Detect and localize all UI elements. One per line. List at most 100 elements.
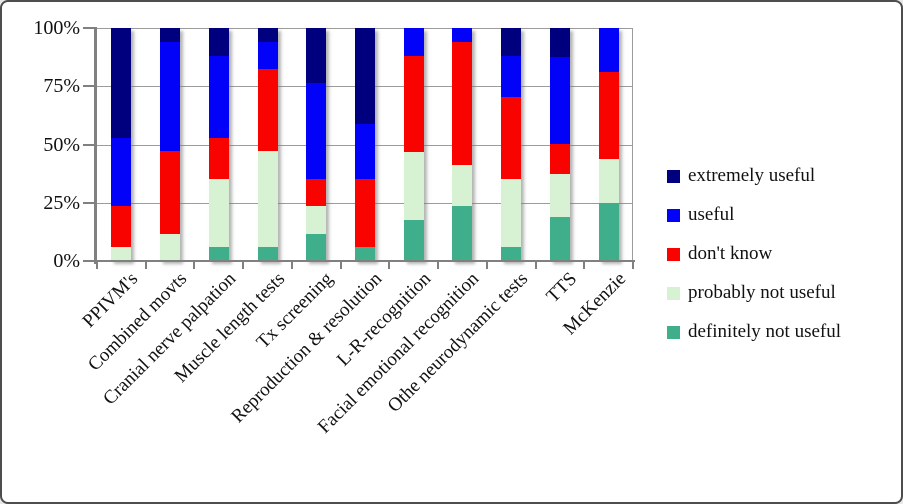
x-axis-tick [339,262,342,269]
x-axis-tick [290,262,293,269]
legend-swatch-dont-know-icon [667,247,680,261]
y-axis-line [94,27,97,264]
y-axis-label-75: 75% [43,75,80,98]
legend-swatch-extremely-useful-icon [667,169,680,183]
bar-segment-probably-not-useful [549,173,570,218]
bar-stack-5 [306,28,327,261]
bar-segment-definitely-not-useful [257,247,278,261]
legend-item-extremely-useful: extremely useful [667,165,815,187]
bar-segment-dont-know [549,144,570,174]
bar-segment-dont-know [208,137,229,179]
x-axis-tick [437,262,440,269]
y-axis-tick-25 [83,201,95,204]
x-axis-tick [388,262,391,269]
y-axis-label-25: 25% [43,191,80,214]
bar-segment-dont-know [355,178,375,248]
bar-segment-definitely-not-useful [549,217,570,261]
legend-item-dont-know: don't know [667,243,772,265]
bar-segment-useful [306,82,327,179]
bar-stack-10 [549,28,570,261]
legend-item-probably-not-useful: probably not useful [667,282,836,304]
y-axis-tick-0 [83,260,95,262]
bar-segment-definitely-not-useful [306,233,327,261]
bar-segment-dont-know [501,96,522,179]
bar-segment-dont-know [160,151,181,234]
x-axis-tick [193,262,196,269]
bar-segment-extremely-useful [549,28,570,58]
bar-segment-dont-know [598,71,619,160]
y-axis-tick-50 [83,143,95,146]
bar-segment-probably-not-useful [306,206,327,234]
bar-segment-definitely-not-useful [208,247,229,261]
bar-segment-useful [403,28,424,56]
bar-segment-extremely-useful [355,28,375,125]
bar-segment-probably-not-useful [111,247,132,261]
legend-label-useful: useful [688,204,735,225]
bar-segment-extremely-useful [501,28,522,56]
x-axis-tick [144,262,147,269]
y-axis-label-100: 100% [33,17,80,39]
bar-segment-dont-know [403,55,424,152]
bar-segment-useful [501,55,522,97]
bar-segment-dont-know [111,206,132,248]
legend-swatch-useful-icon [667,208,680,222]
bar-stack-6 [355,28,375,261]
bar-segment-extremely-useful [111,28,132,138]
bar-segment-extremely-useful [208,28,229,56]
bar-segment-probably-not-useful [257,151,278,248]
legend-label-definitely-not-useful: definitely not useful [688,321,842,342]
plot-area [97,28,633,262]
y-axis-label-50: 50% [43,133,80,156]
legend-item-definitely-not-useful: definitely not useful [667,321,841,343]
bar-segment-definitely-not-useful [355,247,375,261]
x-axis-tick [485,262,488,269]
x-axis-line [94,260,635,262]
bar-segment-useful [208,55,229,138]
bar-stack-11 [598,28,619,261]
y-axis-tick-75 [83,85,95,88]
bar-segment-extremely-useful [306,28,327,83]
legend-item-useful: useful [667,204,734,226]
bar-segment-useful [160,41,181,152]
bar-segment-probably-not-useful [598,159,619,203]
legend-label-probably-not-useful: probably not useful [688,282,836,303]
bar-segment-extremely-useful [160,28,181,42]
bar-segment-dont-know [306,178,327,207]
x-axis-tick [96,262,98,269]
x-axis-tick [534,262,537,269]
bar-segment-definitely-not-useful [403,220,424,261]
plot-right-border [632,28,633,261]
bar-segment-probably-not-useful [208,178,229,248]
legend-swatch-probably-not-useful-icon [667,286,680,300]
legend-label-extremely-useful: extremely useful [688,165,816,186]
bar-segment-probably-not-useful [452,165,473,207]
bar-segment-extremely-useful [257,28,278,42]
y-axis-label-0: 0% [53,250,80,272]
legend-swatch-definitely-not-useful-icon [667,325,680,339]
bar-segment-probably-not-useful [501,178,522,248]
x-axis-tick [242,262,245,269]
bar-stack-4 [257,28,278,261]
bar-segment-dont-know [257,69,278,152]
bar-segment-probably-not-useful [160,233,181,261]
bar-segment-useful [355,124,375,179]
bar-segment-useful [549,57,570,145]
bar-stack-8 [452,28,473,261]
bar-stack-9 [501,28,522,261]
bar-stack-1 [111,28,132,261]
bar-segment-definitely-not-useful [452,206,473,261]
x-axis-tick [583,262,586,269]
bar-segment-useful [452,28,473,42]
bar-stack-3 [208,28,229,261]
bar-segment-definitely-not-useful [501,247,522,261]
bar-stack-2 [160,28,181,261]
y-axis-tick-100 [83,27,95,29]
bar-segment-definitely-not-useful [598,202,619,261]
x-axis-tick [632,262,634,269]
bar-segment-useful [598,28,619,72]
bar-segment-dont-know [452,41,473,166]
bar-stack-7 [403,28,424,261]
legend-label-dont-know: don't know [688,243,773,264]
bar-segment-probably-not-useful [403,151,424,220]
